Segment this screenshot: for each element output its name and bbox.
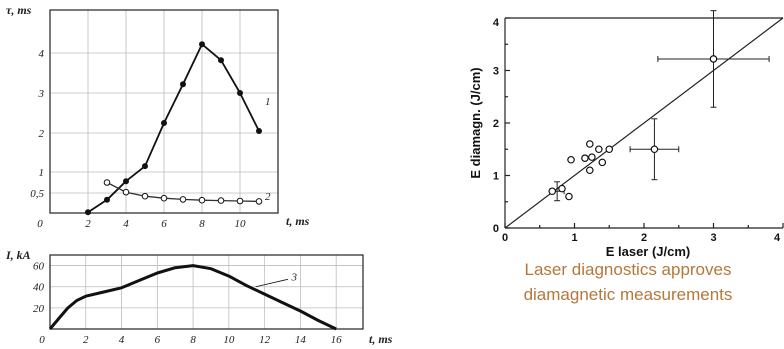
x-tick-label: 10 xyxy=(223,334,235,346)
data-point xyxy=(548,187,557,196)
y-tick-label: 2 xyxy=(39,128,45,140)
series-2-point xyxy=(122,188,130,196)
series-3-label: 3 xyxy=(290,271,297,283)
series-1-point xyxy=(85,209,91,216)
data-point xyxy=(581,154,589,162)
data-point xyxy=(709,55,718,63)
data-point xyxy=(565,192,573,201)
y-tick-label: 2 xyxy=(493,118,499,130)
data-point xyxy=(598,158,607,167)
x-tick-label: 16 xyxy=(331,334,343,346)
x-tick-label: 14 xyxy=(295,334,307,346)
x-tick-label: 8 xyxy=(190,334,196,346)
y-tick-label: 4 xyxy=(39,48,45,60)
data-point xyxy=(588,153,596,161)
x-tick-label: 6 xyxy=(155,334,161,346)
x-tick-label: 4 xyxy=(123,218,129,230)
y-tick-label: 0,5 xyxy=(30,188,44,200)
series-1-point xyxy=(161,120,167,126)
x-axis-label: E laser (J/cm) xyxy=(606,244,691,259)
caption-line-1: Laser diagnostics approves xyxy=(524,260,732,279)
x-tick-label: 0 xyxy=(502,232,508,244)
data-point xyxy=(595,145,603,154)
y-axis-label: τ, ms xyxy=(6,3,32,17)
data-point xyxy=(567,155,575,164)
data-point xyxy=(605,145,614,154)
x-tick-label: 12 xyxy=(259,334,271,346)
x-tick-label: 6 xyxy=(161,218,167,230)
series-1-point xyxy=(104,196,110,203)
x-tick-label: 3 xyxy=(710,232,716,244)
series-1-point xyxy=(256,128,262,134)
series-2-point xyxy=(160,194,168,202)
x-tick-label: 2 xyxy=(641,232,647,244)
fit-line xyxy=(504,17,784,229)
series-2-point xyxy=(103,179,111,186)
x-tick-label: 1 xyxy=(571,232,577,244)
series-2-point xyxy=(198,196,206,204)
y-tick-label: 1 xyxy=(493,171,499,183)
plot-frame xyxy=(49,254,364,330)
caption-line-2: diamagnetic measurements xyxy=(523,285,733,304)
series-1-point xyxy=(237,90,243,96)
series-2-point xyxy=(236,197,244,205)
x-tick-label: 2 xyxy=(83,334,89,346)
y-tick-label: 60 xyxy=(33,261,45,273)
x-tick-label: 2 xyxy=(85,218,91,230)
series-1-point xyxy=(180,81,186,88)
x-axis-label: t, ms xyxy=(286,214,310,228)
y-tick-label: 1 xyxy=(39,167,45,179)
x-tick-label: 4 xyxy=(774,232,781,244)
data-point xyxy=(585,166,594,175)
x-tick-label: 0 xyxy=(37,218,43,230)
y-tick-label: 20 xyxy=(33,303,45,315)
x-tick-label: 0 xyxy=(39,334,45,346)
y-tick-label: 3 xyxy=(493,66,499,78)
series-2-point xyxy=(141,192,149,200)
series-1-point xyxy=(142,163,148,170)
caption: Laser diagnostics approves diamagnetic m… xyxy=(478,257,778,307)
series-2-point xyxy=(179,196,187,203)
y-axis-label: E diamagn. (J/cm) xyxy=(468,67,483,178)
x-tick-label: 4 xyxy=(119,334,125,346)
plot-frame xyxy=(49,9,279,214)
series-1-point xyxy=(218,57,224,64)
data-point xyxy=(585,140,594,148)
x-tick-label: 8 xyxy=(199,218,205,230)
y-axis-label: I, kA xyxy=(5,248,31,262)
data-point xyxy=(558,184,566,193)
series-2-point xyxy=(255,198,263,205)
series-1-point xyxy=(123,178,129,185)
series-2-point xyxy=(217,197,225,204)
x-axis-label: t, ms xyxy=(369,332,393,346)
y-tick-label: 40 xyxy=(33,282,45,294)
y-tick-label: 4 xyxy=(493,17,500,29)
data-point xyxy=(650,145,659,154)
y-tick-label: 0 xyxy=(493,223,499,235)
series-1-point xyxy=(199,41,205,48)
series-1-label: 1 xyxy=(265,96,271,108)
series-3-leader xyxy=(255,278,288,288)
series-3-line xyxy=(48,264,337,331)
series-2-label: 2 xyxy=(265,191,271,203)
x-tick-label: 10 xyxy=(235,218,247,230)
y-tick-label: 3 xyxy=(38,88,45,100)
series-1-line xyxy=(87,43,260,213)
